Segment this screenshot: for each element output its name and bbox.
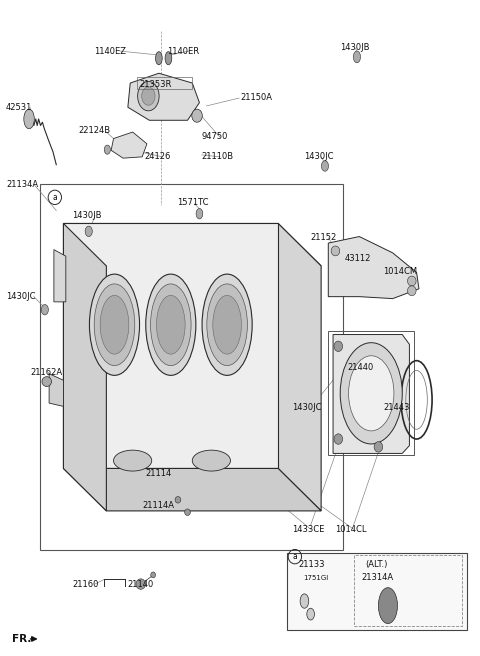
Bar <box>328 331 414 455</box>
Text: 21114A: 21114A <box>143 501 175 510</box>
Polygon shape <box>328 237 419 298</box>
Ellipse shape <box>300 594 309 608</box>
Polygon shape <box>63 224 321 266</box>
Ellipse shape <box>24 109 34 129</box>
Ellipse shape <box>192 109 202 122</box>
Ellipse shape <box>151 284 191 365</box>
Ellipse shape <box>374 441 383 452</box>
Text: 1430JC: 1430JC <box>304 152 334 161</box>
Ellipse shape <box>114 450 152 471</box>
Polygon shape <box>63 224 107 511</box>
Ellipse shape <box>85 226 92 237</box>
Ellipse shape <box>156 52 162 65</box>
Polygon shape <box>111 132 147 158</box>
Ellipse shape <box>185 509 191 516</box>
Polygon shape <box>49 374 63 406</box>
Ellipse shape <box>196 209 203 219</box>
Polygon shape <box>54 250 66 302</box>
Text: 21152: 21152 <box>311 234 337 242</box>
Ellipse shape <box>136 579 145 589</box>
Ellipse shape <box>156 295 185 354</box>
Ellipse shape <box>334 341 343 352</box>
Bar <box>39 184 343 550</box>
Ellipse shape <box>175 497 181 503</box>
Polygon shape <box>333 335 409 453</box>
Text: 1571TC: 1571TC <box>177 198 208 207</box>
Polygon shape <box>63 468 321 511</box>
Text: 1430JC: 1430JC <box>292 403 322 412</box>
Polygon shape <box>278 224 321 511</box>
Text: 21353R: 21353R <box>140 80 172 89</box>
Bar <box>137 77 192 89</box>
Text: 21440: 21440 <box>347 363 373 372</box>
Text: 43112: 43112 <box>345 254 372 262</box>
Text: 1751GI: 1751GI <box>303 575 328 581</box>
Text: a: a <box>52 193 57 202</box>
Ellipse shape <box>151 572 156 578</box>
Ellipse shape <box>89 274 140 375</box>
Text: 21110B: 21110B <box>202 152 234 161</box>
Text: 1014CM: 1014CM <box>383 267 417 276</box>
Ellipse shape <box>104 145 110 154</box>
Ellipse shape <box>378 588 397 624</box>
Text: 21443: 21443 <box>383 403 409 412</box>
Text: 21140: 21140 <box>127 579 154 588</box>
Text: 1430JC: 1430JC <box>6 292 36 301</box>
Ellipse shape <box>322 161 328 171</box>
Text: 21114: 21114 <box>145 468 172 478</box>
Text: a: a <box>292 552 297 561</box>
Ellipse shape <box>408 276 416 286</box>
Text: 1140ER: 1140ER <box>168 47 200 56</box>
Ellipse shape <box>146 274 196 375</box>
Ellipse shape <box>340 342 402 444</box>
Text: 1140EZ: 1140EZ <box>95 47 126 56</box>
Ellipse shape <box>165 52 172 65</box>
Text: 1430JB: 1430JB <box>72 211 101 220</box>
Text: 1430JB: 1430JB <box>340 43 370 52</box>
Ellipse shape <box>213 295 241 354</box>
Ellipse shape <box>138 81 159 111</box>
Polygon shape <box>63 224 278 468</box>
Ellipse shape <box>408 286 416 296</box>
Ellipse shape <box>41 304 48 315</box>
Ellipse shape <box>348 356 394 431</box>
Text: 42531: 42531 <box>5 103 32 112</box>
Text: 21133: 21133 <box>298 560 325 569</box>
Bar <box>354 556 462 626</box>
Text: 22124B: 22124B <box>79 126 111 135</box>
Text: 1014CL: 1014CL <box>336 525 367 534</box>
Text: 24126: 24126 <box>144 152 171 161</box>
Ellipse shape <box>353 51 360 63</box>
Text: 21150A: 21150A <box>240 93 272 102</box>
Text: 21134A: 21134A <box>6 180 38 189</box>
Ellipse shape <box>142 87 155 105</box>
Ellipse shape <box>202 274 252 375</box>
Ellipse shape <box>207 284 247 365</box>
Text: 21162A: 21162A <box>30 368 62 377</box>
Text: 94750: 94750 <box>202 132 228 141</box>
Ellipse shape <box>42 377 51 386</box>
Ellipse shape <box>307 608 314 620</box>
Ellipse shape <box>331 246 340 256</box>
Ellipse shape <box>334 434 343 444</box>
Ellipse shape <box>192 450 230 471</box>
Text: 21314A: 21314A <box>362 573 394 582</box>
Text: 1433CE: 1433CE <box>292 525 325 534</box>
Bar <box>287 553 467 630</box>
Ellipse shape <box>94 284 135 365</box>
Text: (ALT.): (ALT.) <box>365 560 387 569</box>
Ellipse shape <box>100 295 129 354</box>
Text: FR.: FR. <box>12 634 31 644</box>
Text: 21160: 21160 <box>72 579 98 588</box>
Polygon shape <box>128 73 199 120</box>
